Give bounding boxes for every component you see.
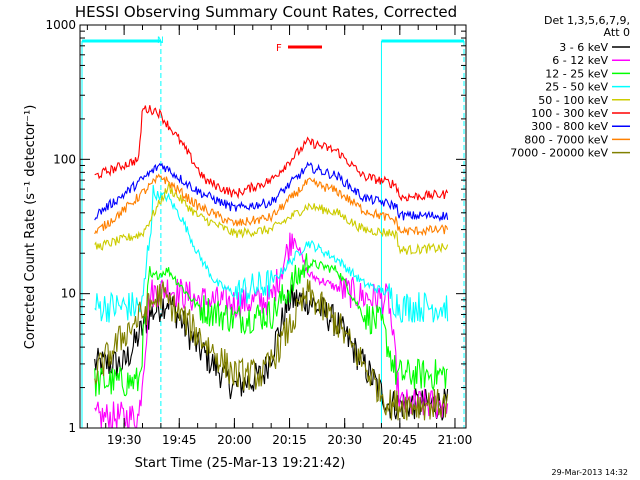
- series-line-2: [94, 253, 448, 397]
- legend-header-line-1: Det 1,3,5,6,7,9,: [544, 14, 630, 27]
- legend-label-5: 100 - 300 keV: [531, 107, 608, 120]
- x-axis-label: Start Time (25-Mar-13 19:21:42): [135, 456, 346, 471]
- series-line-0: [94, 284, 449, 421]
- legend-label-1: 6 - 12 keV: [552, 54, 608, 67]
- series-line-7: [94, 173, 449, 237]
- x-tick-label: 19:30: [107, 433, 142, 447]
- legend-label-0: 3 - 6 keV: [559, 41, 608, 54]
- x-axis: 19:30 19:45 20:00 20:15 20:30 20:45 21:00: [86, 25, 473, 447]
- y-tick-label: 1: [68, 421, 76, 435]
- series-line-4: [94, 182, 449, 255]
- plot-frame: [79, 24, 467, 429]
- y-axis: 1 10 100 1000: [45, 18, 466, 435]
- night-flag: N: [157, 36, 164, 46]
- x-tick-label: 20:00: [217, 433, 252, 447]
- flare-flag: F: [276, 43, 282, 54]
- legend-label-6: 300 - 800 keV: [531, 120, 608, 133]
- legend-header-line-2: Att 0: [604, 26, 630, 39]
- x-tick-label: 19:45: [162, 433, 197, 447]
- timestamp: 29-Mar-2013 14:32: [552, 468, 629, 477]
- x-tick-label: 20:15: [272, 433, 307, 447]
- legend-label-4: 50 - 100 keV: [538, 94, 608, 107]
- y-axis-label: Corrected Count Rate (s⁻¹ detector⁻¹): [23, 105, 38, 350]
- series-line-1: [94, 232, 449, 429]
- x-tick-label: 20:45: [383, 433, 418, 447]
- legend-label-7: 800 - 7000 keV: [524, 133, 608, 146]
- series-layer: [94, 105, 449, 429]
- x-tick-label: 20:30: [327, 433, 362, 447]
- attenuator-bands: NF: [81, 36, 465, 428]
- y-tick-label: 10: [61, 287, 76, 301]
- y-tick-label: 1000: [45, 18, 76, 32]
- series-line-3: [94, 184, 449, 323]
- y-tick-label: 100: [53, 152, 76, 166]
- legend-label-3: 25 - 50 keV: [545, 81, 608, 94]
- legend-label-8: 7000 - 20000 keV: [510, 147, 608, 160]
- chart-title: HESSI Observing Summary Count Rates, Cor…: [75, 3, 457, 21]
- series-line-8: [94, 279, 449, 421]
- legend-label-2: 12 - 25 keV: [545, 67, 608, 80]
- series-line-6: [94, 161, 449, 222]
- x-tick-label: 21:00: [438, 433, 473, 447]
- series-line-5: [94, 105, 449, 202]
